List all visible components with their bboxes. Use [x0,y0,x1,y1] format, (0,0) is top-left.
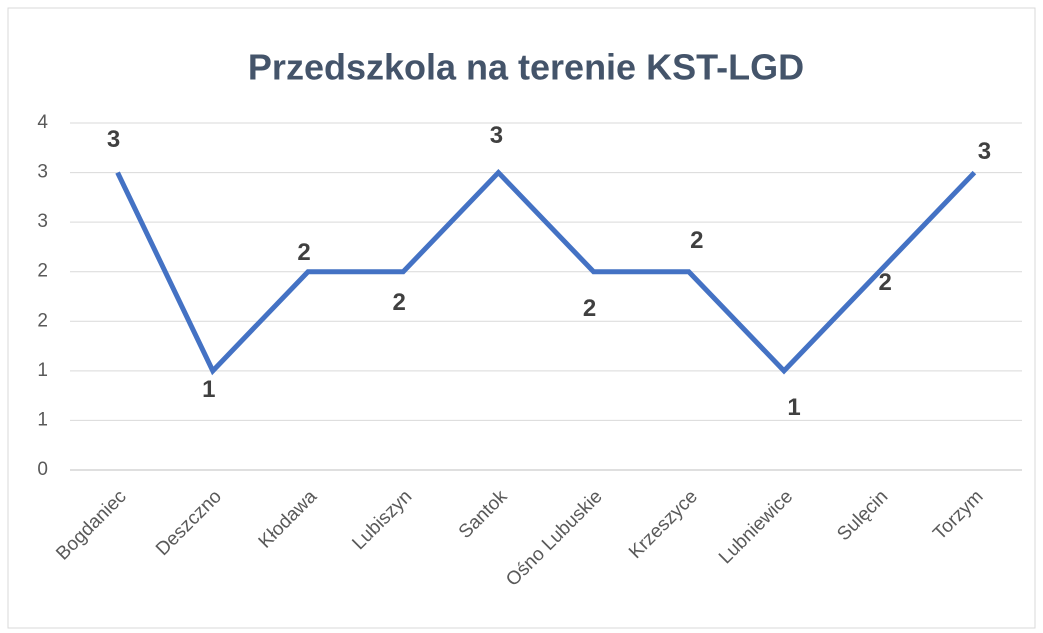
data-label: 2 [690,227,703,254]
y-tick-label: 1 [37,360,48,381]
data-label: 3 [107,126,120,153]
data-label: 1 [202,376,215,403]
y-tick-label: 3 [37,211,48,232]
chart-title: Przedszkola na terenie KST-LGD [248,47,804,88]
data-label: 3 [490,122,503,149]
data-label: 2 [297,239,310,266]
data-label: 2 [879,269,892,296]
y-tick-label: 2 [37,261,48,282]
chart-border [7,7,1036,629]
y-tick-label: 1 [37,409,48,430]
y-tick-label: 0 [37,459,48,480]
y-tick-label: 3 [37,162,48,183]
data-label: 1 [787,394,800,421]
y-tick-label: 4 [37,112,48,133]
y-tick-label: 2 [37,310,48,331]
data-label: 3 [978,138,991,165]
line [115,168,977,376]
data-label: 2 [393,289,406,316]
data-label: 2 [583,295,596,322]
